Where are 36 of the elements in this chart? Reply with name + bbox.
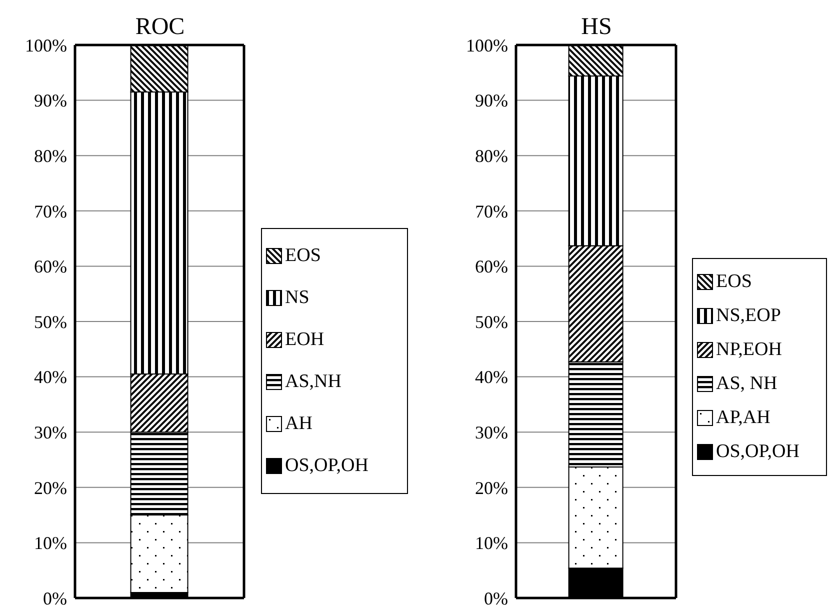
legend-label: AP,AH — [716, 407, 770, 429]
y-tick-label: 0% — [43, 588, 67, 608]
chart-title: ROC — [134, 14, 186, 41]
y-tick-label: 40% — [475, 367, 508, 388]
legend-label: AS,NH — [285, 371, 342, 393]
y-tick-label: 70% — [475, 201, 508, 222]
chart-title: HS — [580, 14, 613, 41]
y-tick-label: 0% — [484, 588, 508, 608]
legend-label: AS, NH — [716, 373, 778, 395]
legend-label: NS,EOP — [716, 305, 781, 327]
y-tick-label: 20% — [34, 478, 67, 498]
y-tick-label: 100% — [466, 35, 508, 56]
legend-label: EOH — [285, 329, 324, 351]
legend-label: NP,EOH — [716, 339, 782, 361]
y-tick-label: 50% — [475, 312, 508, 332]
y-tick-label: 50% — [34, 312, 67, 332]
y-tick-label: 90% — [475, 90, 508, 111]
y-tick-label: 90% — [34, 90, 67, 111]
y-tick-label: 80% — [34, 146, 67, 166]
legend-label: OS,OP,OH — [285, 455, 368, 477]
legend-label: AH — [285, 413, 312, 435]
y-tick-label: 10% — [34, 533, 67, 554]
y-tick-label: 10% — [475, 533, 508, 554]
y-tick-label: 40% — [34, 367, 67, 388]
legend-label: OS,OP,OH — [716, 441, 800, 463]
legend-label: NS — [285, 287, 310, 309]
legend-label: EOS — [285, 245, 321, 267]
y-tick-label: 70% — [34, 201, 67, 222]
y-tick-label: 20% — [475, 478, 508, 498]
y-tick-label: 30% — [34, 422, 67, 442]
y-tick-label: 30% — [475, 422, 508, 442]
y-tick-label: 60% — [34, 256, 67, 277]
y-tick-label: 60% — [475, 256, 508, 277]
y-tick-label: 80% — [475, 146, 508, 166]
legend-label: EOS — [716, 271, 752, 293]
y-tick-label: 100% — [25, 35, 67, 56]
